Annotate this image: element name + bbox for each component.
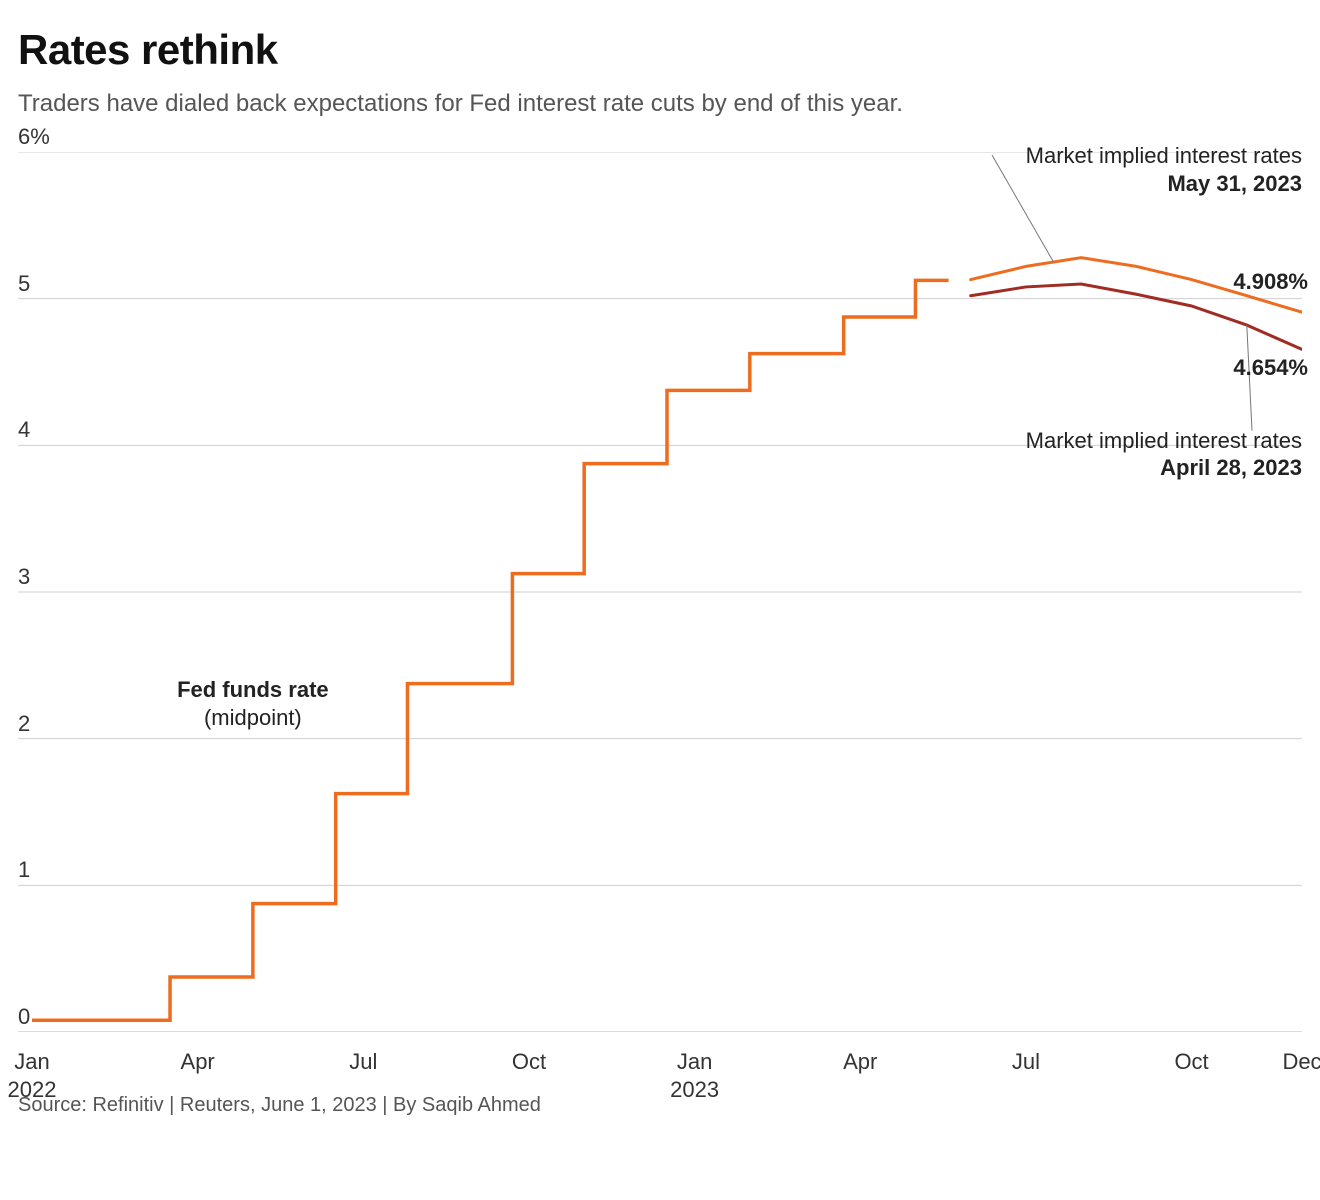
apr28-end-value: 4.654%	[1233, 355, 1308, 381]
x-tick-label: Jan2022	[8, 1048, 57, 1103]
chart-area: 0123456%Jan2022AprJulOctJan2023AprJulOct…	[18, 152, 1302, 1032]
apr28-label: Market implied interest ratesApril 28, 2…	[1026, 427, 1302, 482]
y-tick-label: 6%	[18, 124, 50, 150]
x-tick-label: Apr	[843, 1048, 877, 1076]
y-tick-label: 5	[18, 271, 30, 297]
x-tick-label: Oct	[512, 1048, 546, 1076]
y-tick-label: 0	[18, 1004, 30, 1030]
y-tick-label: 4	[18, 417, 30, 443]
chart-subtitle: Traders have dialed back expectations fo…	[18, 90, 1302, 118]
x-tick-label: Dec	[1282, 1048, 1320, 1076]
chart-svg	[18, 152, 1302, 1032]
x-tick-label: Oct	[1174, 1048, 1208, 1076]
x-tick-label: Jul	[1012, 1048, 1040, 1076]
chart-source: Source: Refinitiv | Reuters, June 1, 202…	[18, 1094, 1302, 1117]
may31-end-value: 4.908%	[1233, 269, 1308, 295]
may31-label: Market implied interest ratesMay 31, 202…	[1026, 142, 1302, 197]
y-tick-label: 3	[18, 564, 30, 590]
y-tick-label: 1	[18, 857, 30, 883]
chart-title: Rates rethink	[18, 26, 1302, 74]
x-tick-label: Jan2023	[670, 1048, 719, 1103]
fed-funds-label: Fed funds rate(midpoint)	[177, 676, 329, 731]
x-tick-label: Jul	[349, 1048, 377, 1076]
y-tick-label: 2	[18, 711, 30, 737]
x-tick-label: Apr	[181, 1048, 215, 1076]
